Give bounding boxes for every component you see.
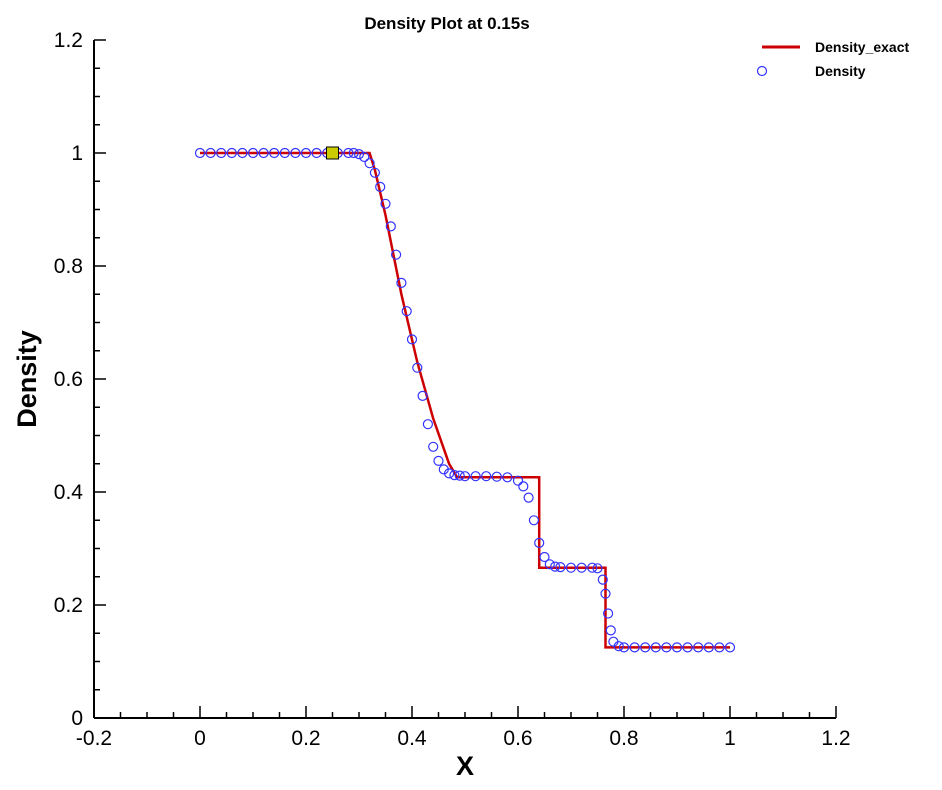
data-point (565, 562, 577, 573)
data-point (724, 642, 736, 653)
data-point (600, 588, 611, 599)
data-point (703, 642, 714, 653)
data-point (279, 147, 290, 159)
data-point (650, 642, 661, 653)
data-point (528, 515, 540, 526)
data-point (449, 470, 460, 481)
y-tick-label: 0.4 (54, 481, 84, 504)
y-tick-label: 1.2 (54, 29, 83, 52)
data-point (592, 563, 603, 574)
data-point (605, 625, 616, 636)
y-tick-label: 0.6 (54, 368, 83, 391)
data-point (470, 471, 481, 482)
data-point (613, 641, 624, 652)
y-ticks: 0 0.2 0.4 0.6 0.8 1 1.2 (54, 29, 106, 730)
data-point (518, 481, 529, 492)
data-point (555, 561, 566, 573)
data-point (269, 147, 280, 159)
series-line-density-exact (200, 151, 730, 649)
data-point (671, 642, 683, 653)
data-point (364, 158, 375, 169)
x-tick-label: 0 (194, 727, 206, 750)
data-point (512, 475, 524, 486)
annotation-layer (326, 146, 339, 160)
data-point (576, 562, 587, 573)
data-point (359, 151, 370, 163)
y-tick-label: 1 (71, 142, 83, 165)
legend-label-density-exact: Density_exact (815, 39, 910, 55)
y-tick-label: 0.8 (54, 255, 83, 278)
data-point (428, 441, 439, 452)
x-ticks: -0.2 0 0.2 0.4 0.6 0.8 1 1.2 (76, 706, 851, 750)
data-point (300, 147, 312, 159)
data-point (311, 147, 322, 159)
data-point (396, 277, 407, 288)
data-point (602, 608, 614, 619)
data-point (544, 559, 555, 570)
data-point (502, 472, 513, 483)
data-point (587, 562, 598, 573)
x-tick-label: 0.4 (397, 727, 427, 750)
data-point (290, 147, 301, 159)
data-point (385, 221, 396, 232)
y-tick-label: 0.2 (54, 594, 83, 617)
x-tick-label: -0.2 (76, 727, 112, 750)
data-point (226, 147, 237, 159)
data-point (417, 390, 428, 401)
x-tick-label: 0.6 (503, 727, 532, 750)
x-tick-label: 1.2 (821, 727, 850, 750)
data-point (459, 471, 471, 482)
data-point (618, 642, 630, 653)
data-point (412, 362, 423, 373)
data-point (258, 147, 269, 159)
data-point (433, 455, 444, 466)
data-point (422, 419, 433, 430)
axes: -0.2 0 0.2 0.4 0.6 0.8 1 1.2 00.20.40.60.811.2 (54, 29, 851, 750)
data-point (216, 147, 227, 159)
data-point (714, 642, 725, 653)
data-point (380, 198, 391, 209)
data-point (693, 642, 704, 653)
data-point (369, 167, 380, 178)
chart-title: Density Plot at 0.15s (364, 14, 529, 33)
data-point (444, 468, 455, 479)
data-point (597, 574, 608, 585)
data-point (682, 642, 693, 653)
data-point (454, 470, 465, 481)
x-tick-label: 0.8 (609, 727, 638, 750)
data-point (629, 642, 640, 653)
data-point (348, 147, 359, 159)
data-point (205, 147, 216, 159)
data-point (353, 149, 365, 160)
y-tick-label: 0 (71, 707, 83, 730)
data-point (194, 147, 206, 159)
data-point (523, 492, 534, 503)
data-point (375, 181, 386, 192)
legend-swatch-density (756, 65, 768, 77)
data-point (401, 306, 412, 317)
data-point (481, 471, 492, 482)
x-axis-title: X (456, 751, 474, 781)
series-layer (194, 147, 736, 653)
data-point (237, 147, 248, 159)
x-tick-label: 1 (724, 727, 736, 750)
data-point (247, 147, 259, 159)
data-point (539, 551, 550, 563)
data-point (661, 642, 672, 653)
legend: Density_exact Density (756, 39, 910, 79)
x-tick-label: 0.2 (291, 727, 320, 750)
data-point (549, 561, 561, 572)
data-point (406, 334, 418, 345)
data-point (534, 537, 545, 549)
legend-label-density: Density (815, 63, 866, 79)
data-point (343, 147, 354, 159)
y-axis-title: Density (12, 330, 42, 428)
data-point (391, 249, 402, 260)
data-point (640, 642, 651, 653)
data-point (491, 471, 502, 482)
square-marker (326, 146, 339, 160)
